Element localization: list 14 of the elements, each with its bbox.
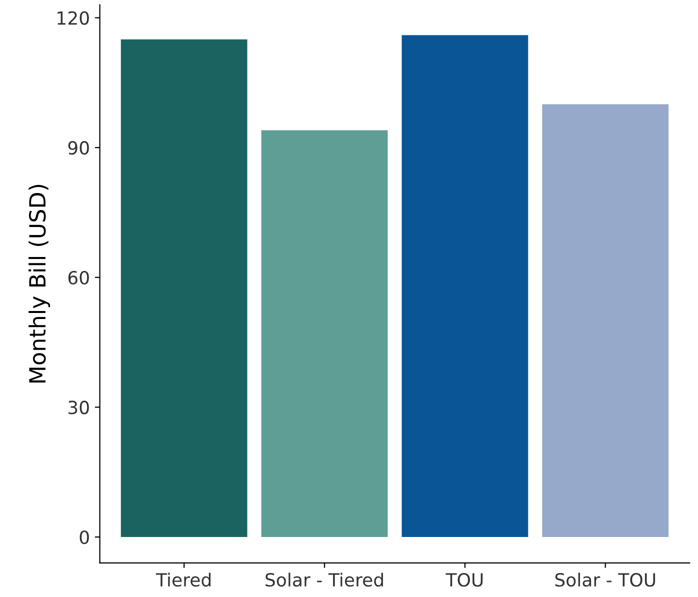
bar [120, 39, 248, 538]
bar [542, 104, 669, 538]
y-tick-label: 60 [68, 270, 89, 284]
x-tick-label: Solar - Tiered [266, 572, 383, 587]
y-tick-label: 0 [80, 530, 89, 544]
y-axis-title: Monthly Bill (USD) [28, 184, 50, 383]
x-tick-label: TOU [446, 573, 483, 587]
x-tick-label: Solar - TOU [555, 572, 656, 587]
y-tick-label: 90 [68, 141, 89, 155]
bar [402, 35, 528, 538]
y-tick-label: 120 [58, 11, 89, 25]
y-tick-label: 30 [68, 400, 89, 414]
bar [261, 130, 388, 538]
x-tick-label: Tiered [156, 572, 211, 587]
